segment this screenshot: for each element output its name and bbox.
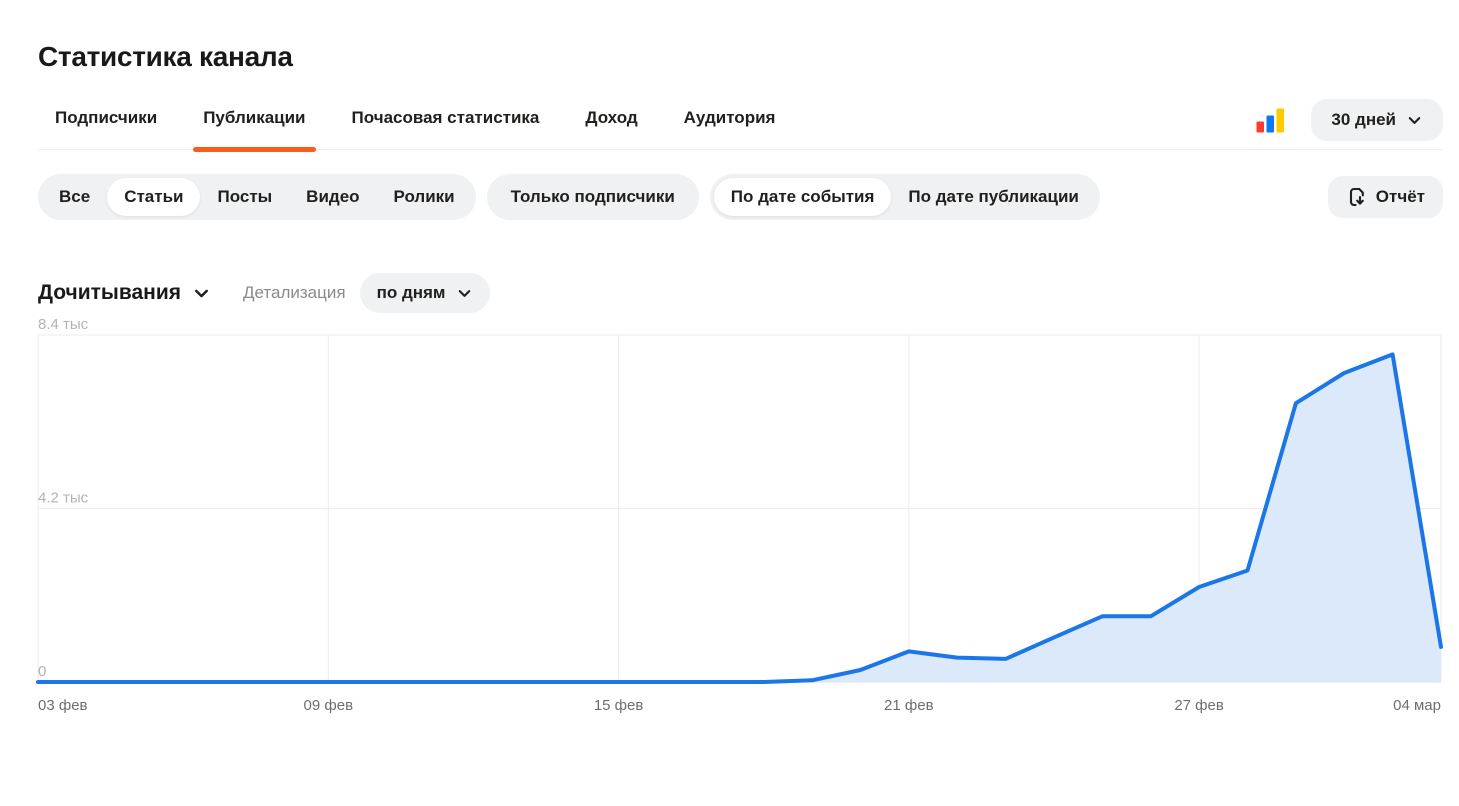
svg-text:03 фев: 03 фев [38,697,88,714]
period-select-button[interactable]: 30 дней [1311,99,1443,141]
subscribers-only-toggle[interactable]: Только подписчики [486,174,699,220]
detail-label: Детализация [243,283,346,302]
svg-text:21 фев: 21 фев [884,697,934,714]
chevron-down-icon [458,289,470,297]
filter-videos[interactable]: Видео [306,187,360,206]
svg-text:4.2 тыс: 4.2 тыс [38,490,89,507]
date-by-publication[interactable]: По дате публикации [908,187,1079,206]
chevron-down-icon [195,289,209,297]
svg-text:8.4 тыс: 8.4 тыс [38,316,89,333]
metric-title: Дочитывания [38,281,182,304]
tab-income[interactable]: Доход [585,108,638,127]
filter-shorts[interactable]: Ролики [393,187,455,206]
tab-audience[interactable]: Аудитория [683,108,776,127]
filter-posts[interactable]: Посты [217,187,273,206]
period-label: 30 дней [1331,110,1396,129]
metric-selector[interactable]: Дочитывания [38,281,211,305]
export-report-icon [1349,187,1364,207]
tabs-bar: Подписчики Публикации Почасовая статисти… [38,99,1443,152]
filter-articles[interactable]: Статьи [107,178,201,216]
area-chart-canvas: 0 4.2 тыс 8.4 тыс 03 фев 09 фев 15 фев 21 фев 2… [36,316,1443,714]
content-type-segmented: Все Статьи Посты Видео Ролики [38,174,476,220]
tab-publications[interactable]: Публикации [193,108,316,152]
mini-bar-chart-icon[interactable] [1256,108,1285,133]
svg-text:15 фев: 15 фев [594,697,644,714]
tabs-controls: 30 дней [1256,99,1443,141]
filter-all[interactable]: Все [59,187,91,206]
readthrough-chart: 0 4.2 тыс 8.4 тыс 03 фев 09 фев 15 фев 21 фев 2… [0,313,1459,739]
page-title: Статистика канала [38,41,293,72]
report-button[interactable]: Отчёт [1327,176,1443,218]
tabs: Подписчики Публикации Почасовая статисти… [45,108,1443,152]
svg-text:04 мар: 04 мар [1393,697,1441,714]
granularity-button[interactable]: по дням [359,273,490,313]
tab-hourly-stats[interactable]: Почасовая статистика [351,108,540,127]
svg-text:0: 0 [38,663,46,680]
chevron-down-icon [1408,116,1421,124]
svg-text:27 фев: 27 фев [1174,697,1224,714]
granularity-label: по дням [376,283,446,302]
date-by-event[interactable]: По дате события [713,178,892,216]
svg-text:09 фев: 09 фев [304,697,354,714]
filters-bar: Все Статьи Посты Видео Ролики Только под… [38,174,1443,220]
metric-bar: Дочитывания Детализация по дням [38,273,1443,313]
date-mode-segmented: По дате события По дате публикации [709,174,1100,220]
tab-subscribers[interactable]: Подписчики [55,108,158,127]
report-label: Отчёт [1375,187,1425,206]
